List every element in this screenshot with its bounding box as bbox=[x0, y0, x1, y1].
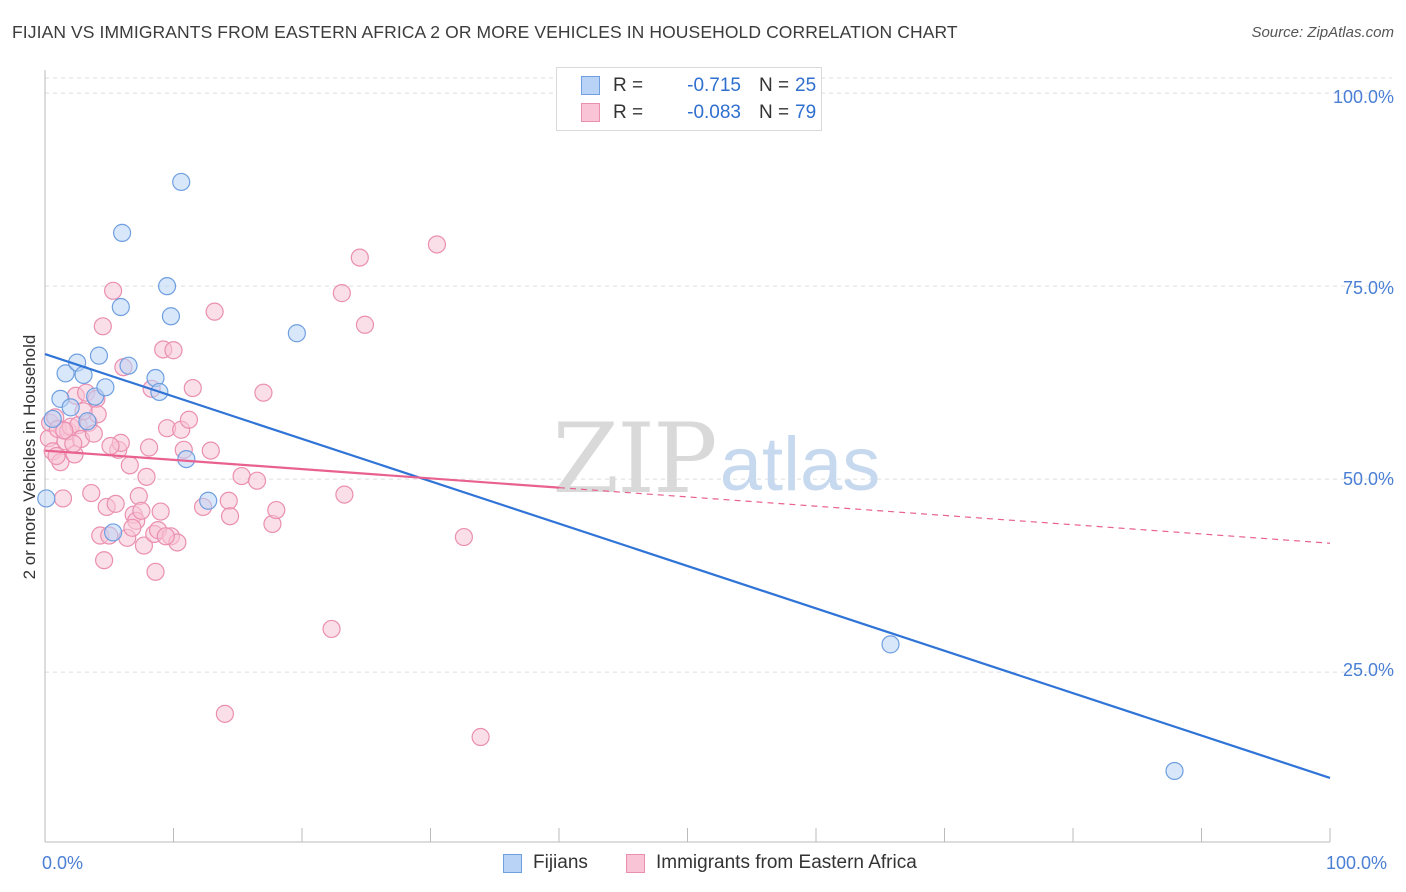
immigrant-point bbox=[355, 315, 375, 334]
fijian-point bbox=[37, 489, 56, 508]
r-label: R = bbox=[613, 75, 644, 96]
immigrant-point bbox=[335, 485, 354, 504]
grid-lines bbox=[45, 77, 1392, 673]
fijian-point bbox=[78, 412, 97, 431]
x-tick-label-min: 0.0% bbox=[42, 853, 84, 873]
immigrant-point bbox=[82, 483, 101, 503]
fijian-point bbox=[161, 307, 181, 326]
immigrant-point bbox=[104, 281, 123, 300]
fijian-point bbox=[43, 409, 62, 429]
immigrant-point bbox=[95, 551, 114, 570]
immigrant-point bbox=[93, 317, 112, 336]
y-tick-label-25: 25.0% bbox=[1342, 660, 1394, 680]
trend-lines bbox=[44, 353, 1331, 779]
series-legend: Fijians Immigrants from Eastern Africa bbox=[0, 852, 1406, 878]
immigrant-point bbox=[151, 502, 170, 521]
fijian-point bbox=[172, 172, 191, 192]
immigrant-point bbox=[219, 491, 238, 510]
immigrant-point bbox=[205, 302, 224, 321]
fijian-point bbox=[157, 277, 177, 296]
immigrant-point bbox=[471, 727, 490, 747]
fijian-point bbox=[89, 346, 109, 365]
immigrant-point bbox=[220, 507, 240, 526]
immigrant-point bbox=[120, 456, 139, 475]
fijian-point bbox=[199, 491, 218, 510]
fijian-point bbox=[881, 635, 900, 654]
immigrant-point bbox=[322, 619, 341, 639]
immigrant-point bbox=[53, 489, 73, 508]
fijians-trend-line bbox=[44, 353, 1331, 779]
immigrant-point bbox=[55, 421, 74, 440]
immigrant-point bbox=[146, 562, 165, 581]
immigrant-point bbox=[123, 518, 142, 537]
n-value: 79 bbox=[795, 102, 817, 123]
correlation-legend: R = -0.715 N = 25 R = -0.083 N = 79 bbox=[556, 67, 822, 131]
r-value: -0.083 bbox=[687, 102, 741, 123]
immigrant-point bbox=[134, 536, 154, 555]
immigrants-legend-label: Immigrants from Eastern Africa bbox=[656, 852, 917, 873]
x-tick-label-max: 100.0% bbox=[1326, 853, 1388, 873]
immigrant-point bbox=[201, 441, 220, 460]
fijians-swatch bbox=[581, 76, 600, 95]
n-label: N = bbox=[759, 75, 790, 96]
immigrants-legend-swatch bbox=[626, 854, 645, 873]
immigrant-point bbox=[101, 436, 120, 456]
immigrant-point bbox=[137, 467, 156, 486]
immigrant-point bbox=[350, 248, 369, 267]
series-immigrants-points bbox=[39, 235, 490, 747]
immigrant-point bbox=[164, 341, 183, 360]
fijian-point bbox=[119, 356, 138, 375]
immigrants-swatch bbox=[581, 103, 600, 122]
watermark: ZIP atlas bbox=[552, 403, 880, 515]
immigrant-point bbox=[332, 284, 351, 303]
y-tick-label-50: 50.0% bbox=[1342, 469, 1394, 489]
fijian-point bbox=[61, 398, 80, 417]
fijian-point bbox=[177, 449, 196, 469]
immigrant-point bbox=[132, 501, 151, 520]
immigrant-point bbox=[156, 527, 175, 546]
immigrants-trend-line-dashed bbox=[558, 487, 1331, 544]
immigrant-point bbox=[232, 466, 251, 486]
fijian-point bbox=[287, 324, 306, 343]
immigrant-point bbox=[179, 410, 199, 429]
fijians-legend-label: Fijians bbox=[533, 852, 588, 873]
fijians-legend-swatch bbox=[503, 854, 522, 873]
y-tick-label-75: 75.0% bbox=[1342, 278, 1394, 298]
immigrant-point bbox=[247, 471, 267, 490]
series-fijians-points bbox=[37, 172, 1184, 781]
r-value: -0.715 bbox=[687, 75, 741, 96]
immigrant-point bbox=[215, 704, 234, 723]
n-label: N = bbox=[759, 102, 790, 123]
watermark-zip: ZIP bbox=[552, 403, 715, 515]
r-label: R = bbox=[613, 102, 644, 123]
fijian-point bbox=[1165, 761, 1184, 781]
watermark-atlas: atlas bbox=[720, 422, 881, 507]
immigrant-point bbox=[454, 527, 474, 547]
immigrants-trend-line-solid bbox=[44, 449, 560, 489]
fijian-point bbox=[111, 297, 130, 317]
immigrant-point bbox=[106, 494, 125, 513]
immigrant-point bbox=[139, 438, 159, 457]
immigrant-point bbox=[183, 378, 202, 398]
immigrant-point bbox=[254, 383, 273, 402]
fijian-point bbox=[56, 364, 75, 383]
y-tick-label-100: 100.0% bbox=[1332, 87, 1394, 107]
source-label: Source: ZipAtlas.com bbox=[1251, 24, 1394, 41]
y-axis-label: 2 or more Vehicles in Household bbox=[20, 334, 39, 580]
immigrant-point bbox=[427, 235, 447, 254]
chart-title: FIJIAN VS IMMIGRANTS FROM EASTERN AFRICA… bbox=[12, 22, 958, 42]
fijian-point bbox=[112, 223, 132, 242]
fijian-point bbox=[96, 378, 115, 397]
immigrant-point bbox=[267, 500, 286, 520]
n-value: 25 bbox=[795, 75, 817, 96]
fijian-point bbox=[104, 523, 123, 542]
